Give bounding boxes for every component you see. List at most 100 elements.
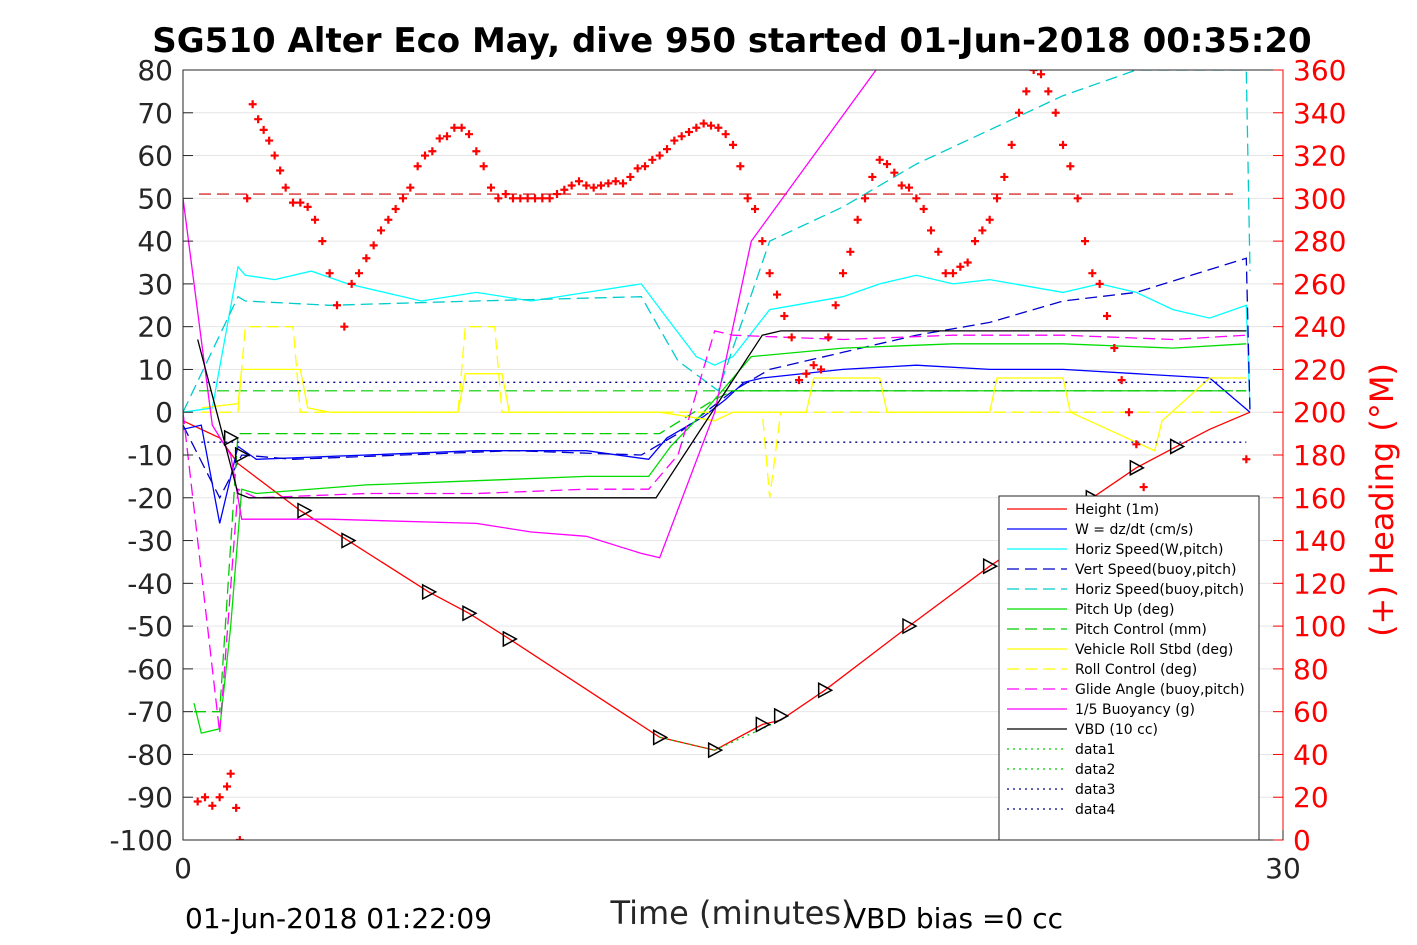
heading-point xyxy=(450,123,459,132)
heading-point xyxy=(927,226,935,235)
heading-point xyxy=(311,215,319,224)
left-tick-label-17: -90 xyxy=(127,781,173,814)
x-axis-ticks: 0 30 xyxy=(174,830,1301,885)
depth-triangle-marker xyxy=(223,429,240,447)
x-tick-label-0: 0 xyxy=(174,852,192,885)
heading-point xyxy=(853,215,862,224)
legend-label-2: Horiz Speed(W,pitch) xyxy=(1075,542,1223,558)
heading-point xyxy=(692,123,701,132)
heading-point xyxy=(597,181,605,190)
heading-point xyxy=(1022,87,1031,96)
depth-triangle-marker xyxy=(1129,459,1145,477)
heading-point xyxy=(589,183,598,192)
left-tick-label-2: 60 xyxy=(137,140,173,173)
heading-point xyxy=(575,177,583,186)
heading-point xyxy=(1037,70,1045,79)
heading-point xyxy=(633,164,642,173)
heading-point xyxy=(1088,269,1097,278)
heading-point xyxy=(1066,162,1075,171)
heading-point xyxy=(201,793,209,802)
right-tick-label-2: 320 xyxy=(1293,140,1346,173)
series-line-8 xyxy=(201,326,1247,498)
heading-point xyxy=(582,181,591,190)
right-tick-label-5: 260 xyxy=(1293,268,1346,301)
heading-point xyxy=(729,140,737,149)
heading-point xyxy=(655,151,664,160)
heading-point xyxy=(626,172,635,181)
heading-point xyxy=(831,301,840,310)
heading-point xyxy=(406,183,415,192)
right-tick-label-15: 60 xyxy=(1293,696,1329,729)
legend-label-14: data3 xyxy=(1075,782,1115,798)
heading-point xyxy=(1139,483,1148,492)
heading-point xyxy=(281,183,290,192)
left-tick-label-18: -100 xyxy=(109,824,173,857)
heading-point xyxy=(215,793,224,802)
heading-point xyxy=(714,123,723,132)
left-tick-label-3: 50 xyxy=(137,182,173,215)
heading-point xyxy=(648,155,657,164)
heading-point xyxy=(276,166,285,175)
series-line-6 xyxy=(194,390,1247,713)
right-axis-label: (+) Heading (°M) xyxy=(1363,363,1401,637)
heading-point xyxy=(751,205,759,214)
right-tick-label-1: 340 xyxy=(1293,97,1346,130)
left-tick-label-7: 10 xyxy=(137,353,173,386)
heading-point xyxy=(611,177,620,186)
heading-point xyxy=(802,369,811,378)
heading-point xyxy=(248,100,257,109)
legend-label-4: Horiz Speed(buoy,pitch) xyxy=(1075,582,1244,598)
left-tick-label-15: -70 xyxy=(127,696,173,729)
heading-point xyxy=(677,132,686,141)
heading-point xyxy=(1044,87,1053,96)
heading-point xyxy=(399,194,407,203)
right-tick-label-16: 40 xyxy=(1293,738,1329,771)
depth-triangle-marker xyxy=(773,707,790,725)
heading-point xyxy=(435,134,444,143)
heading-point xyxy=(619,179,627,188)
heading-point xyxy=(270,151,279,160)
heading-point xyxy=(560,185,569,194)
heading-point xyxy=(897,181,906,190)
depth-triangle-marker xyxy=(234,446,251,464)
legend-label-5: Pitch Up (deg) xyxy=(1075,602,1174,618)
heading-point xyxy=(758,237,767,246)
heading-point xyxy=(223,782,231,791)
heading-point xyxy=(707,121,715,130)
series-line-3 xyxy=(183,257,1251,500)
heading-point xyxy=(494,194,503,203)
heading-point xyxy=(905,183,913,192)
depth-triangle-marker xyxy=(421,583,438,601)
heading-point xyxy=(890,168,899,177)
heading-point xyxy=(919,205,928,214)
heading-point xyxy=(809,361,818,370)
right-tick-label-14: 80 xyxy=(1293,653,1329,686)
series-line-13 xyxy=(714,719,781,751)
heading-point xyxy=(384,215,393,224)
legend: Height (1m) W = dz/dt (cm/s) Horiz Speed(W… xyxy=(998,495,1260,841)
depth-triangle-marker xyxy=(1169,438,1186,455)
series-line-9 xyxy=(183,330,1247,734)
series-line-4 xyxy=(183,70,1251,413)
heading-point xyxy=(971,237,979,246)
right-tick-label-17: 20 xyxy=(1293,781,1329,814)
depth-triangle-marker xyxy=(707,741,724,759)
right-tick-label-12: 120 xyxy=(1293,567,1346,600)
depth-triangle-marker xyxy=(817,682,834,699)
heading-point xyxy=(604,179,613,188)
heading-point xyxy=(736,162,745,171)
heading-point xyxy=(699,119,708,128)
footer-vbd-bias: VBD bias =0 cc xyxy=(847,902,1063,935)
heading-point xyxy=(846,247,855,256)
series-line-0 xyxy=(183,411,1251,751)
heading-point xyxy=(1007,140,1016,149)
heading-point xyxy=(479,162,488,171)
heading-point xyxy=(391,205,400,214)
heading-point xyxy=(1029,70,1038,74)
heading-point xyxy=(538,194,547,203)
right-tick-label-18: 0 xyxy=(1293,824,1311,857)
heading-point xyxy=(457,123,466,132)
heading-point xyxy=(1132,440,1141,449)
heading-point xyxy=(868,172,877,181)
heading-point xyxy=(296,198,305,207)
